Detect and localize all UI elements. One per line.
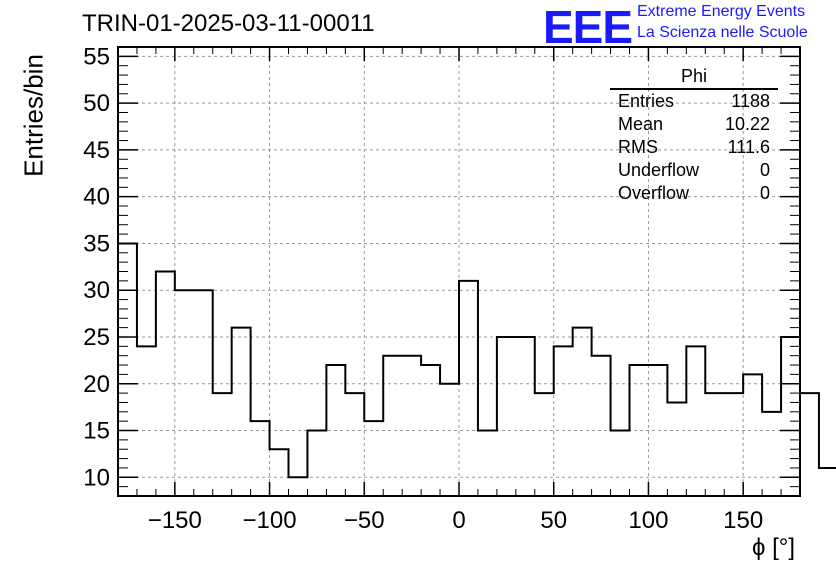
y-tick-label: 10 [83, 464, 110, 491]
stats-value: 0 [759, 183, 770, 203]
stats-title: Phi [610, 66, 778, 90]
axis-ticks [117, 46, 801, 497]
stats-box: Phi Entries 1188 Mean 10.22 RMS 111.6 Un… [610, 66, 778, 205]
y-tick-label: 55 [83, 43, 110, 70]
chart-title: TRIN-01-2025-03-11-00011 [82, 10, 375, 37]
y-tick-label: 35 [83, 230, 110, 257]
stats-value: 1188 [731, 91, 770, 111]
tick-labels: −150 −100 −50 0 50 100 150 10 15 20 25 30 35 40 45 50 55 [83, 43, 763, 534]
stats-label: RMS [618, 137, 658, 157]
stats-label: Mean [618, 114, 664, 134]
x-tick-label: 50 [540, 507, 567, 534]
stats-value: 0 [759, 160, 770, 180]
x-tick-label: 0 [452, 507, 465, 534]
stats-row-underflow: Underflow 0 [610, 159, 778, 182]
stats-value: 111.6 [727, 137, 770, 157]
stats-row-overflow: Overflow 0 [610, 182, 778, 205]
y-axis-label: Entries/bin [18, 54, 49, 177]
y-tick-label: 50 [83, 90, 110, 117]
x-axis-label: ϕ [°] [752, 534, 796, 561]
x-tick-label: −100 [243, 507, 297, 534]
x-tick-label: 100 [628, 507, 668, 534]
y-tick-label: 40 [83, 184, 110, 211]
x-tick-label: −150 [148, 507, 202, 534]
stats-row-rms: RMS 111.6 [610, 136, 778, 159]
histogram-outline [117, 242, 836, 496]
x-tick-label: 150 [723, 507, 763, 534]
y-tick-label: 30 [83, 277, 110, 304]
stats-row-mean: Mean 10.22 [610, 113, 778, 136]
stats-row-entries: Entries 1188 [610, 90, 778, 113]
stats-label: Underflow [618, 160, 700, 180]
stats-value: 10.22 [724, 114, 770, 134]
y-tick-label: 45 [83, 137, 110, 164]
logo-subtitle-1: Extreme Energy Events [637, 3, 806, 20]
grid-lines [118, 47, 800, 496]
stats-label: Overflow [618, 183, 690, 203]
logo-subtitle-2: La Scienza nelle Scuole [637, 24, 808, 41]
x-tick-label: −50 [344, 507, 385, 534]
y-tick-label: 20 [83, 371, 110, 398]
stats-label: Entries [618, 91, 675, 111]
y-tick-label: 25 [83, 324, 110, 351]
y-tick-label: 15 [83, 418, 110, 445]
eee-logo: EEE [543, 1, 633, 53]
